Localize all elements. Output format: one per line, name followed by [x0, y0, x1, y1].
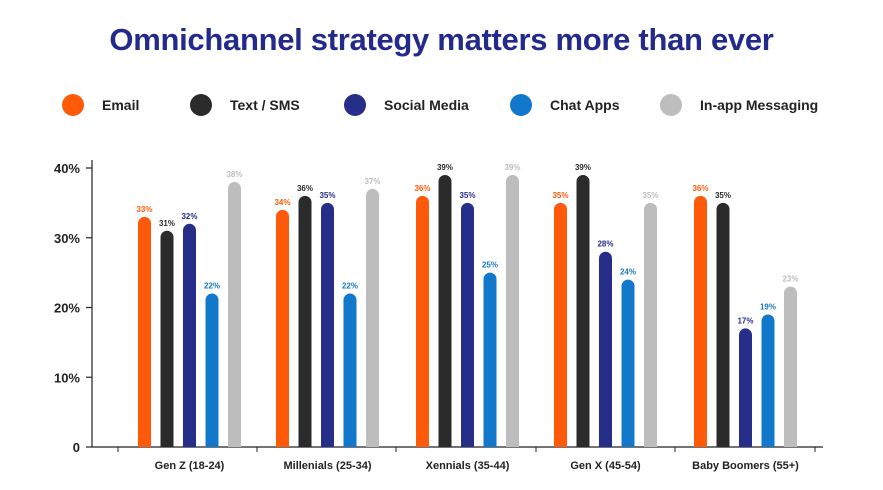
data-label: 31%	[159, 219, 175, 228]
data-label: 17%	[737, 316, 753, 325]
data-label: 33%	[136, 205, 152, 214]
bar	[160, 230, 174, 447]
legend-label-text-sms: Text / SMS	[230, 97, 300, 113]
bar	[183, 223, 196, 447]
data-label: 22%	[342, 282, 358, 291]
data-label: 39%	[575, 163, 591, 172]
legend-item-social-media: Social Media	[344, 88, 469, 122]
data-label: 37%	[364, 177, 380, 186]
legend-swatch-social-media	[344, 94, 366, 116]
y-tick-label: 40%	[54, 161, 80, 176]
bar	[461, 202, 474, 447]
bar	[366, 188, 379, 448]
chart-title: Omnichannel strategy matters more than e…	[109, 22, 774, 57]
data-label: 19%	[760, 302, 776, 311]
legend-swatch-in-app-messaging	[660, 94, 682, 116]
data-label: 36%	[297, 184, 313, 193]
bar	[438, 174, 452, 447]
data-label: 35%	[459, 191, 475, 200]
legend-label-social-media: Social Media	[384, 97, 469, 113]
bar	[483, 272, 497, 447]
y-tick-label: 30%	[54, 231, 80, 246]
bar	[276, 209, 289, 447]
bar	[228, 181, 241, 447]
x-category-label: Gen Z (18-24)	[155, 460, 225, 472]
legend-label-email: Email	[102, 97, 140, 113]
bar	[621, 279, 635, 447]
bar	[716, 202, 730, 447]
x-category-label: Xennials (35-44)	[426, 460, 510, 472]
data-label: 36%	[414, 184, 430, 193]
legend-item-email: Email	[62, 88, 139, 122]
legend-label-chat-apps: Chat Apps	[550, 97, 620, 113]
legend-item-in-app-messaging: In-app Messaging	[660, 88, 818, 122]
data-label: 35%	[319, 191, 335, 200]
data-label: 25%	[482, 261, 498, 270]
bar	[599, 251, 612, 447]
legend-label-in-app-messaging: In-app Messaging	[700, 97, 819, 113]
data-label: 34%	[274, 198, 290, 207]
bar	[576, 174, 590, 447]
bar	[321, 202, 334, 447]
x-category-label: Millenials (25-34)	[283, 460, 371, 472]
bar	[739, 328, 752, 447]
x-category-label: Gen X (45-54)	[570, 460, 641, 472]
data-label: 28%	[597, 240, 613, 249]
data-label: 39%	[504, 163, 520, 172]
bar	[784, 286, 797, 447]
x-category-label: Baby Boomers (55+)	[692, 460, 799, 472]
legend-swatch-email	[62, 94, 84, 116]
bar	[343, 293, 357, 447]
y-tick-label: 10%	[54, 370, 80, 385]
data-label: 23%	[782, 275, 798, 284]
legend-item-text-sms: Text / SMS	[190, 88, 300, 122]
legend-item-chat-apps: Chat Apps	[510, 88, 619, 122]
y-tick-label: 0	[73, 440, 80, 455]
data-label: 36%	[692, 184, 708, 193]
data-label: 22%	[204, 282, 220, 291]
data-label: 35%	[715, 191, 731, 200]
bar	[644, 202, 657, 447]
data-label: 35%	[552, 191, 568, 200]
legend-swatch-text-sms	[190, 94, 212, 116]
data-label: 35%	[642, 191, 658, 200]
bar	[761, 314, 775, 447]
bar	[416, 195, 429, 447]
bar	[138, 216, 151, 447]
bar	[694, 195, 707, 447]
bar	[205, 293, 219, 447]
bar	[298, 195, 312, 447]
bar	[554, 202, 567, 447]
y-tick-label: 20%	[54, 301, 80, 316]
data-label: 32%	[181, 212, 197, 221]
legend: Email Text / SMS Social Media Chat Apps …	[0, 88, 883, 122]
bar	[506, 174, 519, 447]
data-label: 24%	[620, 268, 636, 277]
legend-swatch-chat-apps	[510, 94, 532, 116]
data-label: 39%	[437, 163, 453, 172]
data-label: 38%	[226, 170, 242, 179]
